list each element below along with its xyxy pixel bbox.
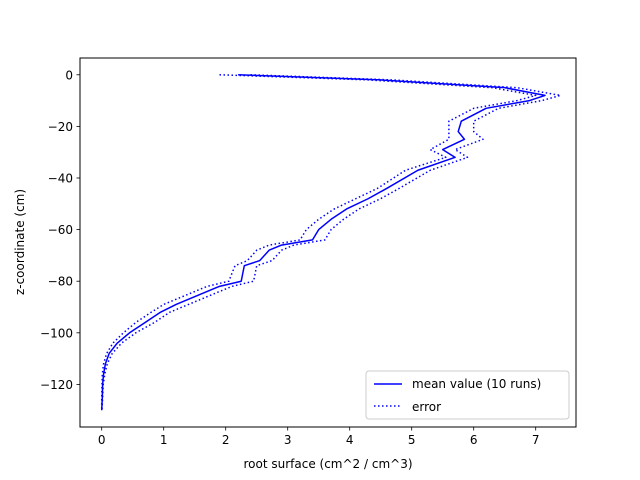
series-line-2 bbox=[101, 74, 562, 411]
y-tick-label: −40 bbox=[48, 171, 73, 185]
plot-area bbox=[80, 58, 576, 427]
legend-label-error: error bbox=[412, 400, 441, 414]
y-tick-label: −80 bbox=[48, 275, 73, 289]
y-tick-label: −20 bbox=[48, 120, 73, 134]
y-axis-label: z-coordinate (cm) bbox=[13, 189, 27, 295]
legend-label-mean: mean value (10 runs) bbox=[412, 377, 541, 391]
x-tick-label: 1 bbox=[160, 433, 168, 447]
x-tick-label: 7 bbox=[532, 433, 540, 447]
series-line-0 bbox=[100, 74, 546, 411]
x-axis-ticks: 0 1 2 3 4 5 6 7 bbox=[98, 427, 540, 447]
x-tick-label: 4 bbox=[346, 433, 354, 447]
x-tick-label: 3 bbox=[284, 433, 292, 447]
y-tick-label: 0 bbox=[65, 68, 73, 82]
x-axis-label: root surface (cm^2 / cm^3) bbox=[243, 457, 412, 471]
legend: mean value (10 runs) error bbox=[365, 370, 570, 420]
legend-box bbox=[365, 370, 570, 420]
plot-frame bbox=[79, 57, 577, 428]
y-tick-label: −120 bbox=[40, 378, 73, 392]
y-tick-label: −100 bbox=[40, 326, 73, 340]
y-axis-ticks: 0 −20 −40 −60 −80 −100 −120 bbox=[40, 68, 80, 392]
x-tick-label: 6 bbox=[470, 433, 478, 447]
series-layer bbox=[100, 74, 562, 411]
y-tick-label: −60 bbox=[48, 223, 73, 237]
x-tick-label: 0 bbox=[98, 433, 106, 447]
x-tick-label: 5 bbox=[408, 433, 416, 447]
x-tick-label: 2 bbox=[222, 433, 230, 447]
